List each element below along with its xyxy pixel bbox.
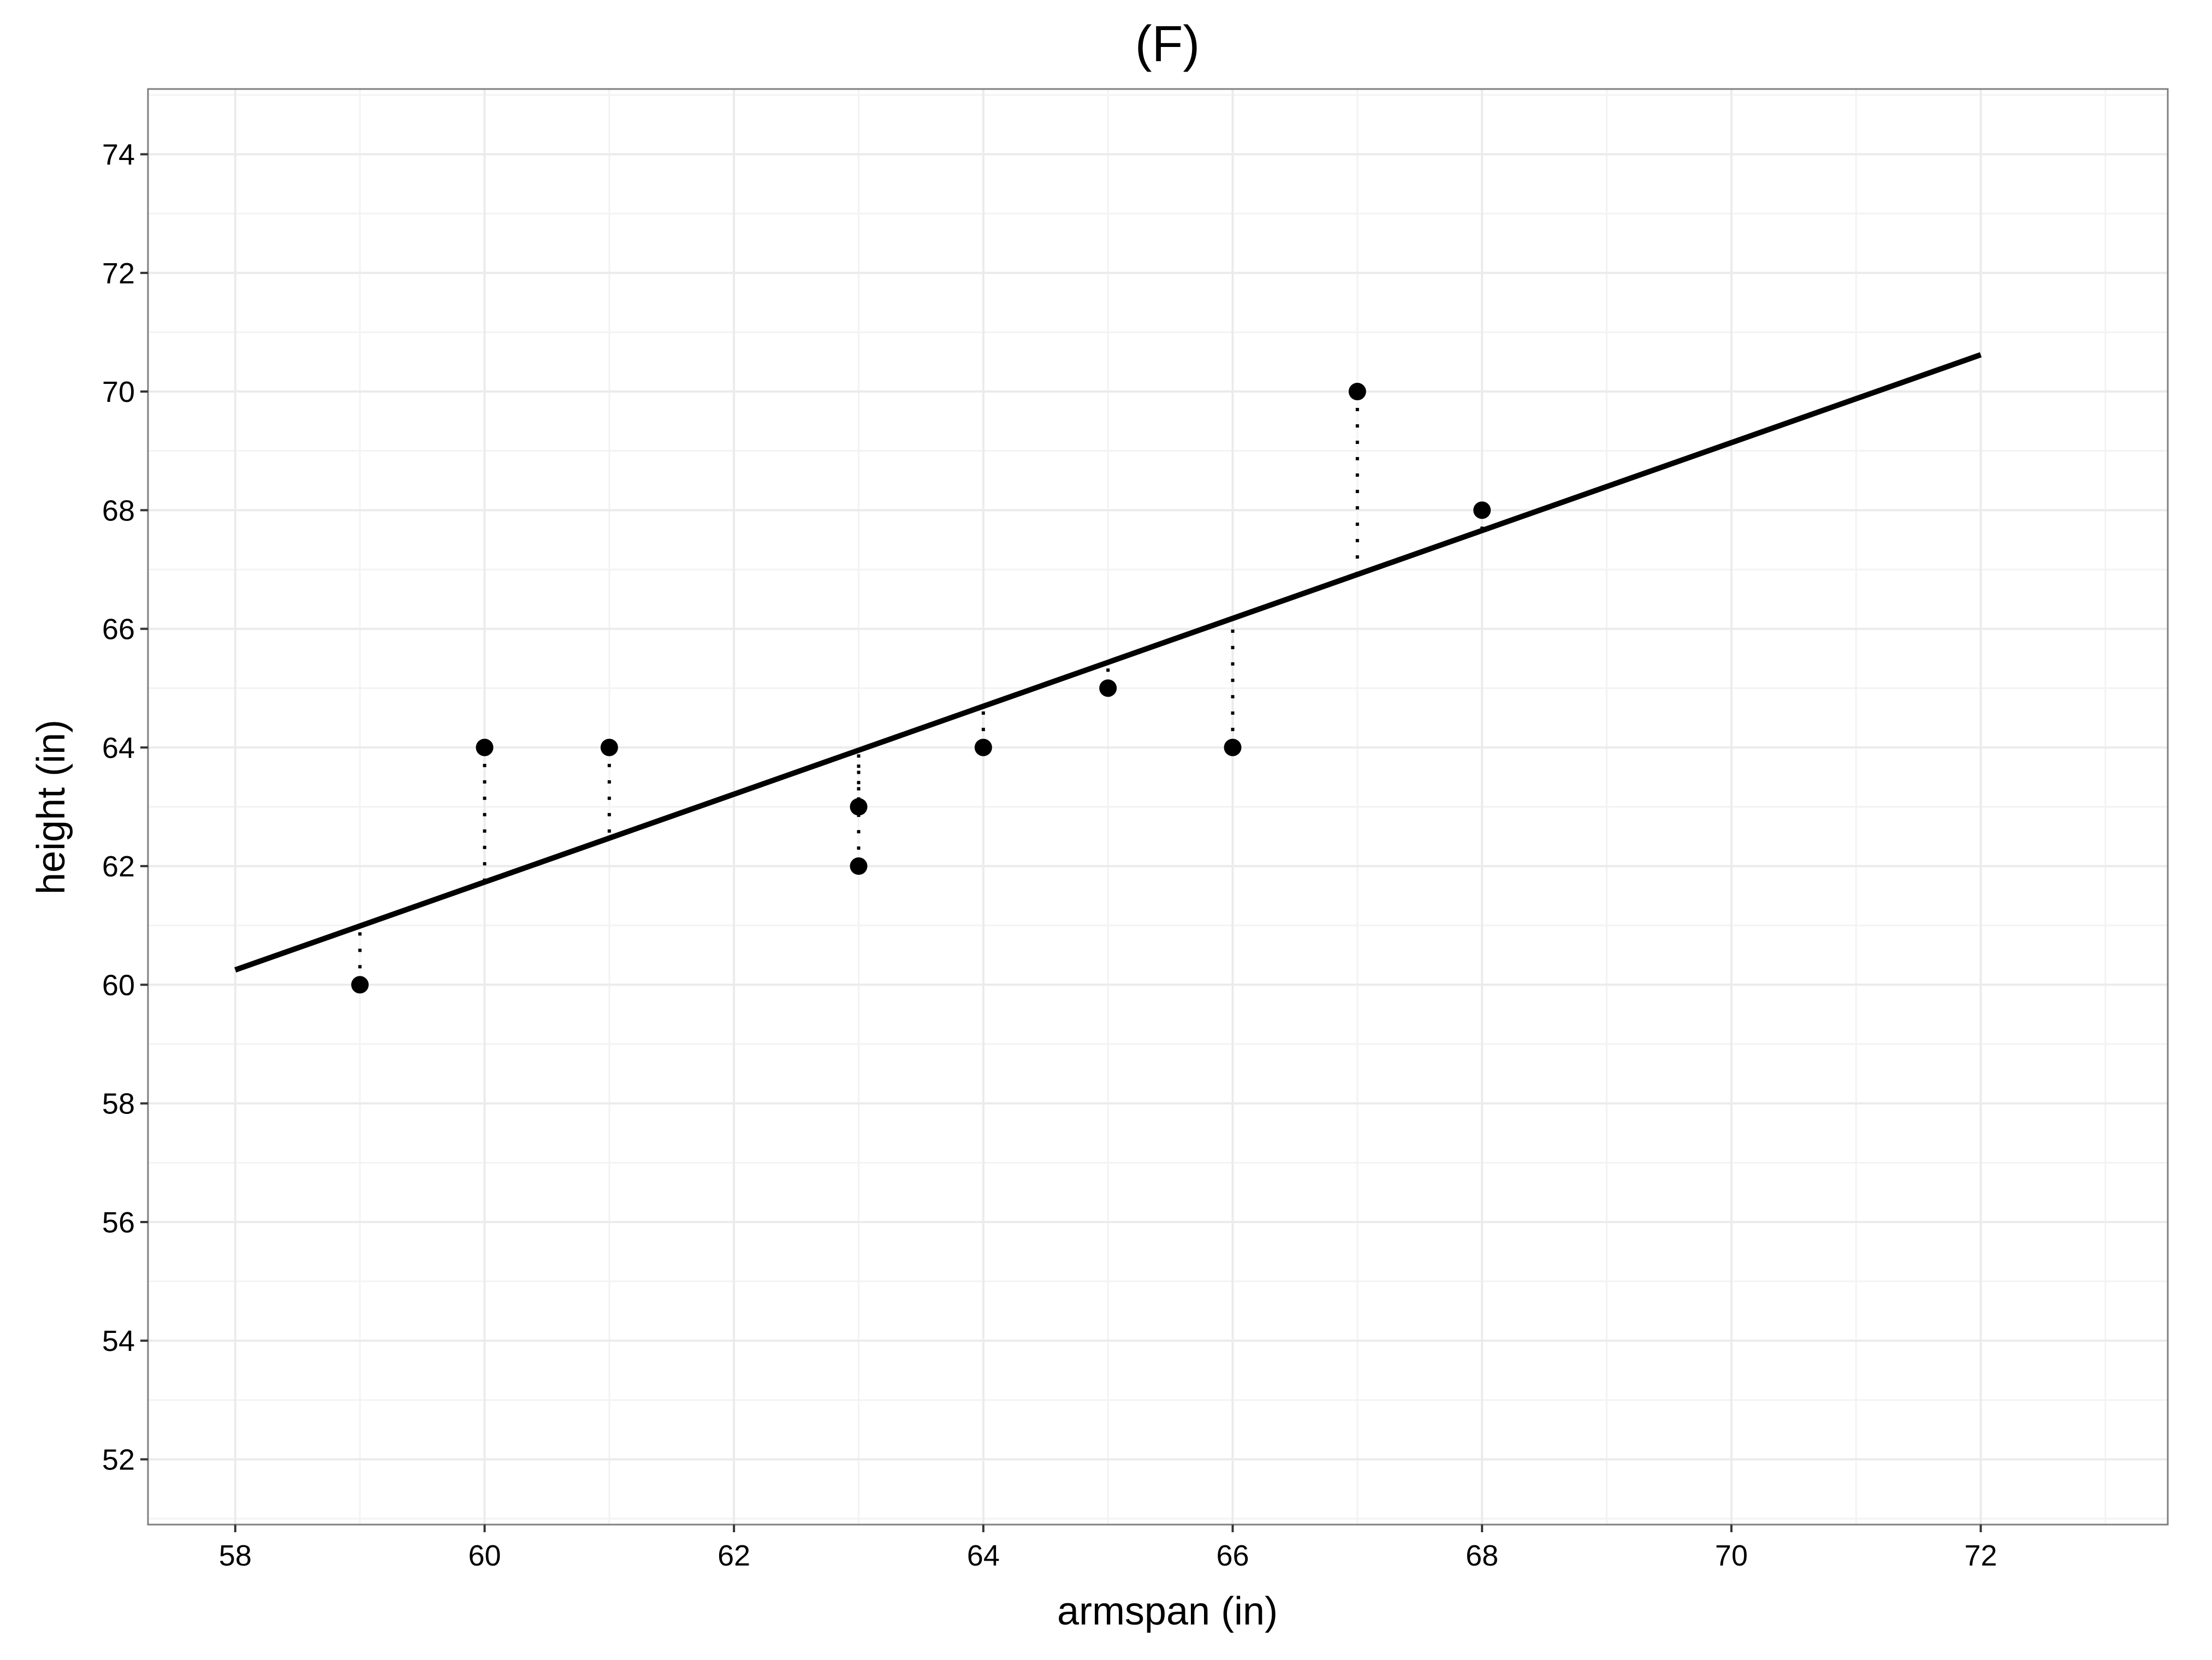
panel-border xyxy=(147,88,2169,1526)
data-point xyxy=(351,976,369,994)
data-point xyxy=(850,798,868,816)
fit-line-group xyxy=(234,352,1982,973)
data-point xyxy=(974,738,992,756)
data-point xyxy=(600,738,618,756)
points xyxy=(351,383,1491,994)
y-tick-label: 60 xyxy=(102,969,135,1001)
y-tick-label: 64 xyxy=(102,732,135,764)
x-tick-label: 68 xyxy=(1466,1539,1498,1572)
x-tick-label: 62 xyxy=(717,1539,750,1572)
x-tick-label: 58 xyxy=(219,1539,252,1572)
y-axis-label: height (in) xyxy=(29,720,73,894)
y-tick-label: 58 xyxy=(102,1088,135,1120)
residuals xyxy=(358,392,1484,985)
y-tick-label: 70 xyxy=(102,376,135,408)
y-tick-label: 56 xyxy=(102,1206,135,1239)
y-tick-label: 72 xyxy=(102,257,135,290)
x-tick-label: 72 xyxy=(1964,1539,1997,1572)
y-tick-label: 74 xyxy=(102,139,135,171)
y-tick-label: 52 xyxy=(102,1444,135,1477)
x-tick-label: 64 xyxy=(967,1539,1000,1572)
data-point xyxy=(1224,738,1242,756)
x-tick-label: 60 xyxy=(468,1539,501,1572)
data-point xyxy=(850,857,868,875)
x-tick-label: 66 xyxy=(1216,1539,1249,1572)
y-tick-label: 54 xyxy=(102,1325,135,1357)
x-axis-label: armspan (in) xyxy=(1057,1590,1278,1633)
y-tick-label: 62 xyxy=(102,850,135,883)
x-tick-label: 70 xyxy=(1715,1539,1748,1572)
grid xyxy=(148,89,2168,1525)
fit-line xyxy=(234,352,1982,973)
data-point xyxy=(476,738,494,756)
y-tick-label: 68 xyxy=(102,494,135,527)
data-point xyxy=(1473,501,1491,519)
chart-title: (F) xyxy=(1135,15,1200,72)
data-point xyxy=(1348,383,1366,401)
y-tick-label: 66 xyxy=(102,613,135,646)
data-point xyxy=(1099,679,1117,697)
axes: 58 60 62 64 66 68 70 72 52 54 56 58 60 62 64 66 68 70 72 74 xyxy=(102,139,1997,1573)
